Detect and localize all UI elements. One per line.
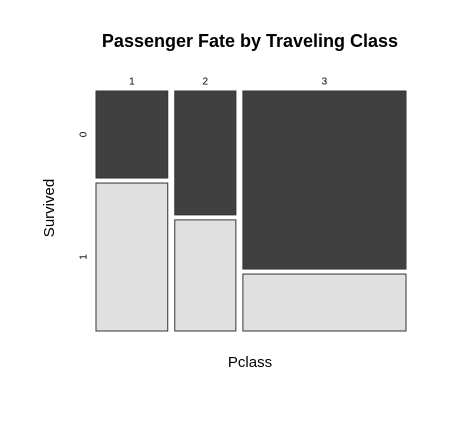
column-label: 2 [203, 77, 209, 88]
row-label: 1 [79, 254, 90, 260]
x-axis-label: Pclass [228, 354, 272, 371]
mosaic-cell [174, 90, 237, 216]
column-label: 3 [322, 77, 328, 88]
row-label: 0 [79, 131, 90, 137]
mosaic-cell [242, 90, 407, 270]
mosaic-cell [95, 90, 169, 179]
mosaic-cell [242, 273, 407, 332]
y-axis-label: Survived [41, 179, 58, 237]
chart-title: Passenger Fate by Traveling Class [102, 31, 398, 51]
column-label: 1 [129, 77, 135, 88]
mosaic-cell [174, 219, 237, 332]
mosaic-cell [95, 182, 169, 332]
